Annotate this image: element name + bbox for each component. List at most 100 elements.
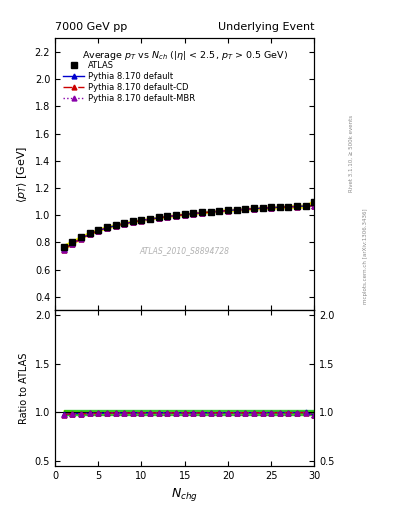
- ATLAS: [105, 224, 109, 230]
- Pythia 8.170 default-MBR: [122, 221, 127, 227]
- ATLAS: [79, 234, 83, 240]
- Pythia 8.170 default-CD: [226, 207, 230, 214]
- Pythia 8.170 default-CD: [70, 241, 75, 247]
- ATLAS: [87, 230, 92, 236]
- ATLAS: [286, 204, 291, 210]
- Pythia 8.170 default: [130, 219, 135, 225]
- Pythia 8.170 default: [200, 210, 204, 216]
- Pythia 8.170 default-CD: [303, 203, 308, 209]
- Pythia 8.170 default-MBR: [295, 203, 299, 209]
- Pythia 8.170 default-MBR: [277, 204, 282, 210]
- ATLAS: [260, 205, 265, 211]
- Pythia 8.170 default: [105, 225, 109, 231]
- Pythia 8.170 default-MBR: [165, 214, 170, 220]
- Pythia 8.170 default-CD: [139, 218, 144, 224]
- Pythia 8.170 default: [269, 205, 274, 211]
- Pythia 8.170 default: [182, 211, 187, 218]
- Pythia 8.170 default-MBR: [226, 207, 230, 214]
- ATLAS: [234, 206, 239, 212]
- Pythia 8.170 default: [191, 210, 196, 217]
- Pythia 8.170 default-MBR: [252, 206, 256, 212]
- Pythia 8.170 default-CD: [182, 211, 187, 218]
- ATLAS: [303, 203, 308, 209]
- Pythia 8.170 default-MBR: [303, 203, 308, 209]
- Pythia 8.170 default-CD: [269, 205, 274, 211]
- Pythia 8.170 default: [87, 231, 92, 237]
- Text: 7000 GeV pp: 7000 GeV pp: [55, 22, 127, 32]
- Pythia 8.170 default-MBR: [156, 215, 161, 221]
- ATLAS: [148, 216, 152, 222]
- Pythia 8.170 default-MBR: [191, 210, 196, 217]
- Text: mcplots.cern.ch [arXiv:1306.3436]: mcplots.cern.ch [arXiv:1306.3436]: [363, 208, 368, 304]
- ATLAS: [226, 207, 230, 214]
- Pythia 8.170 default: [303, 203, 308, 209]
- Pythia 8.170 default-MBR: [200, 210, 204, 216]
- ATLAS: [191, 210, 196, 216]
- Pythia 8.170 default-MBR: [96, 228, 101, 234]
- Pythia 8.170 default-MBR: [148, 216, 152, 222]
- ATLAS: [139, 217, 144, 223]
- Pythia 8.170 default-CD: [96, 228, 101, 234]
- Pythia 8.170 default-MBR: [269, 205, 274, 211]
- Line: Pythia 8.170 default-MBR: Pythia 8.170 default-MBR: [61, 203, 317, 252]
- ATLAS: [165, 213, 170, 219]
- Pythia 8.170 default-MBR: [130, 219, 135, 225]
- Pythia 8.170 default: [312, 203, 317, 209]
- Pythia 8.170 default-MBR: [217, 208, 222, 215]
- ATLAS: [295, 203, 299, 209]
- Pythia 8.170 default-CD: [243, 206, 248, 212]
- Pythia 8.170 default-CD: [217, 208, 222, 215]
- Pythia 8.170 default: [156, 215, 161, 221]
- ATLAS: [217, 208, 222, 214]
- Pythia 8.170 default: [148, 216, 152, 222]
- Pythia 8.170 default-CD: [234, 207, 239, 213]
- Pythia 8.170 default: [260, 205, 265, 211]
- Pythia 8.170 default: [139, 217, 144, 223]
- Pythia 8.170 default-CD: [105, 225, 109, 231]
- Pythia 8.170 default: [70, 241, 75, 247]
- ATLAS: [70, 240, 75, 246]
- X-axis label: $N_{chg}$: $N_{chg}$: [171, 486, 198, 503]
- ATLAS: [122, 220, 127, 226]
- ATLAS: [113, 222, 118, 228]
- Pythia 8.170 default-CD: [61, 246, 66, 252]
- Text: Underlying Event: Underlying Event: [218, 22, 314, 32]
- Pythia 8.170 default-CD: [156, 215, 161, 221]
- ATLAS: [61, 244, 66, 250]
- Pythia 8.170 default-CD: [277, 204, 282, 210]
- ATLAS: [269, 204, 274, 210]
- Pythia 8.170 default-MBR: [208, 209, 213, 215]
- Pythia 8.170 default-CD: [252, 206, 256, 212]
- Pythia 8.170 default-CD: [148, 216, 152, 222]
- Pythia 8.170 default-CD: [200, 210, 204, 216]
- ATLAS: [208, 208, 213, 215]
- ATLAS: [174, 212, 178, 218]
- Pythia 8.170 default: [277, 204, 282, 210]
- Pythia 8.170 default: [79, 236, 83, 242]
- Pythia 8.170 default-CD: [260, 205, 265, 211]
- Pythia 8.170 default: [252, 206, 256, 212]
- Pythia 8.170 default: [286, 204, 291, 210]
- Pythia 8.170 default: [295, 203, 299, 209]
- Pythia 8.170 default-MBR: [79, 236, 83, 242]
- Legend: ATLAS, Pythia 8.170 default, Pythia 8.170 default-CD, Pythia 8.170 default-MBR: ATLAS, Pythia 8.170 default, Pythia 8.17…: [62, 59, 196, 104]
- Pythia 8.170 default-MBR: [243, 206, 248, 212]
- Pythia 8.170 default-CD: [79, 236, 83, 242]
- Pythia 8.170 default-MBR: [87, 231, 92, 238]
- Pythia 8.170 default-CD: [208, 209, 213, 215]
- Y-axis label: $\langle p_T \rangle$ [GeV]: $\langle p_T \rangle$ [GeV]: [15, 146, 29, 203]
- Pythia 8.170 default-CD: [191, 210, 196, 217]
- ATLAS: [252, 205, 256, 211]
- ATLAS: [182, 211, 187, 217]
- Pythia 8.170 default: [234, 207, 239, 213]
- Pythia 8.170 default-CD: [130, 219, 135, 225]
- Pythia 8.170 default-MBR: [286, 204, 291, 210]
- Pythia 8.170 default: [217, 208, 222, 214]
- ATLAS: [312, 199, 317, 205]
- Pythia 8.170 default-MBR: [312, 203, 317, 209]
- Pythia 8.170 default-CD: [87, 231, 92, 238]
- Pythia 8.170 default: [226, 207, 230, 214]
- Pythia 8.170 default-MBR: [174, 212, 178, 219]
- Text: Average $p_T$ vs $N_{ch}$ ($|\eta|$ < 2.5, $p_T$ > 0.5 GeV): Average $p_T$ vs $N_{ch}$ ($|\eta|$ < 2.…: [82, 49, 288, 62]
- Pythia 8.170 default-CD: [122, 221, 127, 227]
